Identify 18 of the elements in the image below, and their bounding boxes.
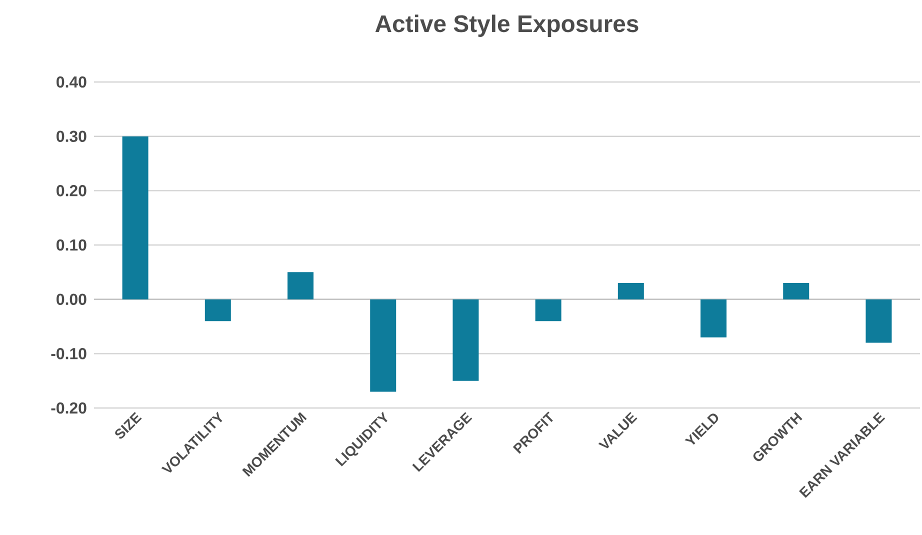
bar [535,299,562,322]
bar [866,299,892,343]
chart-title: Active Style Exposures [375,14,638,37]
bar [370,299,396,392]
bar [618,283,644,300]
y-tick-label: 0.10 [56,239,86,251]
y-tick-label: 0.40 [56,76,86,88]
y-tick-label: -0.20 [51,402,86,414]
y-tick-label: 0.20 [56,185,86,196]
bar [288,272,314,300]
bar [700,299,727,338]
bar [122,136,148,300]
y-tick-label: 0.00 [56,294,86,305]
bar [452,299,479,381]
y-tick-label: 0.30 [56,130,86,142]
bar [783,283,810,300]
bar [204,299,231,322]
y-tick-label: -0.10 [51,348,86,360]
